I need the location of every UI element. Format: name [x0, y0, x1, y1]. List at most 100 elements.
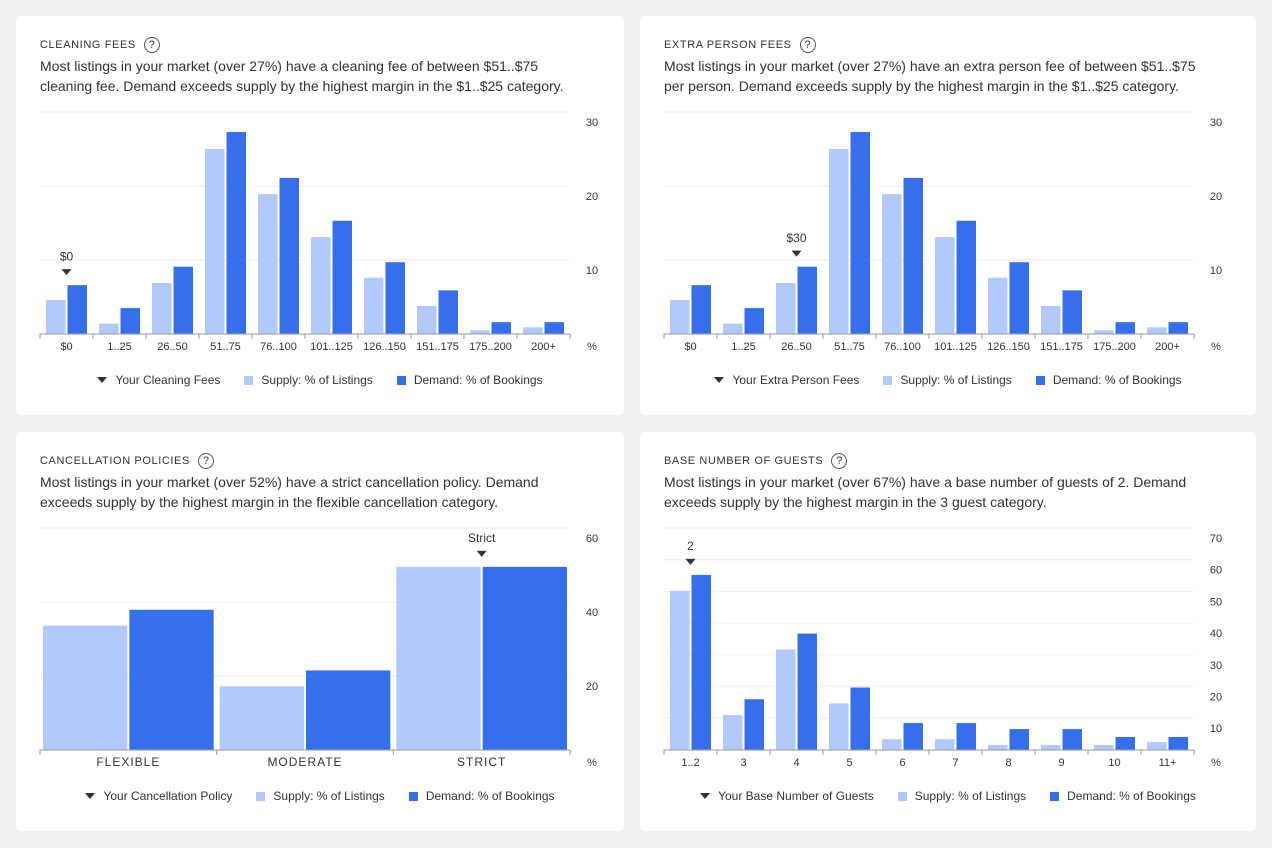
- bar: [1168, 322, 1188, 334]
- y-tick-label: 10: [1210, 723, 1222, 735]
- bar: [1041, 744, 1061, 750]
- bar: [850, 131, 870, 334]
- bar: [744, 308, 764, 334]
- bar: [1147, 742, 1167, 750]
- y-tick-label: 40: [1210, 628, 1222, 640]
- legend-swatch: [396, 375, 406, 385]
- y-axis-label: %: [1211, 341, 1221, 353]
- bar: [219, 686, 304, 750]
- legend-item: Your Base Number of Guests: [700, 789, 874, 803]
- y-tick-label: 60: [1210, 565, 1222, 577]
- help-icon[interactable]: ?: [799, 37, 816, 53]
- bar: [797, 266, 817, 334]
- x-tick-label: 51..75: [210, 341, 241, 353]
- x-tick-label: 10: [1108, 757, 1120, 769]
- y-axis-label: %: [587, 757, 597, 769]
- x-tick-label: $0: [684, 341, 696, 353]
- x-tick-label: 51..75: [834, 341, 865, 353]
- bar: [417, 305, 437, 334]
- bar: [99, 323, 119, 334]
- help-icon[interactable]: ?: [831, 453, 848, 469]
- y-tick-label: 10: [1210, 265, 1222, 277]
- chart-card: EXTRA PERSON FEES? Most listings in your …: [640, 16, 1256, 415]
- legend-label: Demand: % of Bookings: [1067, 789, 1196, 803]
- x-tick-label: MODERATE: [267, 755, 342, 769]
- bar: [1009, 262, 1029, 334]
- bar: [306, 670, 391, 750]
- legend-item: Supply: % of Listings: [244, 373, 373, 387]
- bar: [882, 739, 902, 750]
- bar: [311, 237, 331, 334]
- bar: [670, 299, 690, 334]
- bar: [850, 687, 870, 750]
- chart-subtitle: Most listings in your market (over 52%) …: [40, 474, 539, 510]
- x-tick-label: 26..50: [781, 341, 812, 353]
- x-tick-label: 126..150: [987, 341, 1030, 353]
- legend-item: Your Extra Person Fees: [714, 373, 859, 387]
- bar: [364, 277, 384, 334]
- x-tick-label: 200+: [531, 341, 556, 353]
- bar: [470, 330, 490, 334]
- y-tick-label: 20: [586, 681, 598, 693]
- x-tick-label: 6: [899, 757, 905, 769]
- marker-triangle: [61, 269, 72, 276]
- x-tick-label: 200+: [1155, 341, 1180, 353]
- bar: [385, 262, 405, 334]
- x-tick-label: FLEXIBLE: [96, 755, 160, 769]
- bar: [903, 177, 923, 334]
- legend-item: Demand: % of Bookings: [1035, 373, 1182, 387]
- bar: [744, 699, 764, 750]
- legend: Your Extra Person Fees Supply: % of Listi…: [640, 373, 1256, 387]
- bar: [1062, 290, 1082, 334]
- chart-card: BASE NUMBER OF GUESTS? Most listings in y…: [640, 432, 1256, 831]
- help-icon[interactable]: ?: [143, 37, 160, 53]
- bar: [776, 282, 796, 334]
- chart: 10 20 30% $0 1..25 26..50 51..75 76..100 101..12…: [663, 111, 1222, 353]
- legend-swatch: [883, 375, 893, 385]
- bar: [882, 194, 902, 334]
- legend-marker: [85, 793, 96, 799]
- x-tick-label: 151..175: [416, 341, 459, 353]
- x-tick-label: 175..200: [469, 341, 512, 353]
- x-tick-label: 1..25: [731, 341, 755, 353]
- x-tick-label: 11+: [1159, 757, 1177, 769]
- legend-label: Supply: % of Listings: [261, 373, 373, 387]
- bar: [173, 266, 193, 334]
- legend-marker: [714, 377, 725, 383]
- chart-subtitle: Most listings in your market (over 27%) …: [664, 58, 1196, 94]
- y-tick-label: 20: [1210, 191, 1222, 203]
- bar: [258, 194, 278, 334]
- marker-triangle: [476, 550, 487, 557]
- bar: [1147, 327, 1167, 334]
- x-tick-label: 101..125: [934, 341, 977, 353]
- y-tick-label: 40: [586, 607, 598, 619]
- bar: [935, 237, 955, 334]
- x-tick-label: 3: [740, 757, 746, 769]
- bar: [1115, 322, 1135, 334]
- x-tick-label: 8: [1005, 757, 1011, 769]
- chart-title-row: BASE NUMBER OF GUESTS?: [664, 453, 848, 469]
- legend-label: Supply: % of Listings: [900, 373, 1012, 387]
- help-icon[interactable]: ?: [197, 453, 214, 469]
- legend-item: Supply: % of Listings: [256, 789, 385, 803]
- chart: 10 20 30% $0 1..25 26..50 51..75 76..100 101..12…: [39, 111, 598, 353]
- bar: [43, 625, 128, 750]
- legend-label: Supply: % of Listings: [914, 789, 1027, 803]
- bar: [797, 633, 817, 750]
- x-tick-label: 26..50: [157, 341, 188, 353]
- y-tick-label: 10: [586, 265, 598, 277]
- legend-label: Demand: % of Bookings: [1052, 373, 1182, 387]
- bar: [1041, 305, 1061, 334]
- bar: [935, 739, 955, 750]
- bar: [988, 744, 1008, 750]
- chart-title: CLEANING FEES: [40, 39, 136, 51]
- chart-subtitle: Most listings in your market (over 27%) …: [40, 58, 564, 94]
- bar: [691, 574, 711, 750]
- bar: [332, 220, 352, 334]
- y-axis-label: %: [587, 341, 597, 353]
- y-tick-label: 30: [1210, 660, 1222, 672]
- bar: [1168, 736, 1188, 750]
- bar: [1094, 744, 1114, 750]
- legend: Your Base Number of Guests Supply: % of L…: [640, 789, 1256, 803]
